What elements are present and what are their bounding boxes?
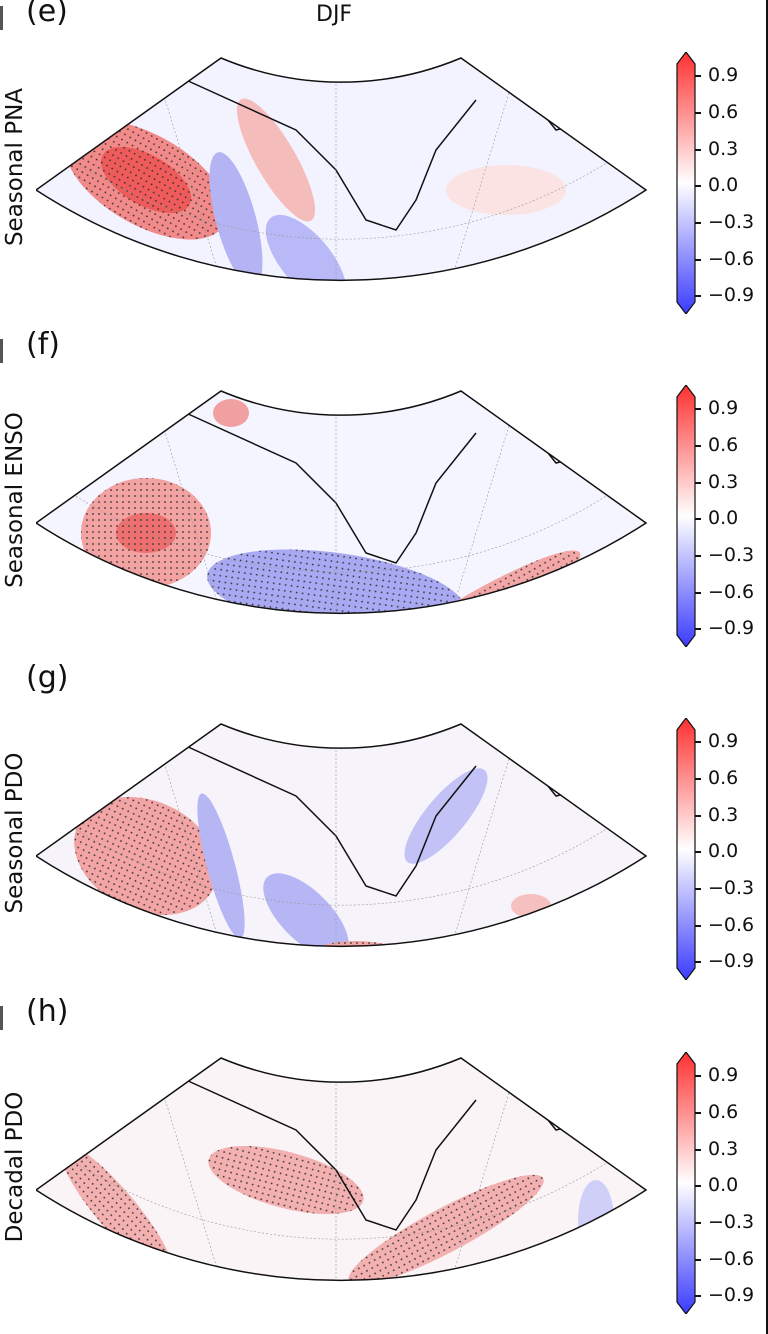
panel-f: (f) Seasonal ENSO 0.9 0.6 0.3 0.0 <box>0 327 768 666</box>
panel-e: (e) DJF Seasonal PNA <box>0 0 768 333</box>
colorbar-tick-label: 0.6 <box>708 767 739 789</box>
panel-ylabel: Seasonal ENSO <box>2 411 28 588</box>
panel-marker <box>0 6 3 30</box>
panel-h: (h) Decadal PDO 0.9 0.6 <box>0 994 768 1333</box>
colorbar-tick-label: 0.0 <box>708 174 739 196</box>
panel-ylabel: Seasonal PNA <box>2 87 28 246</box>
panel-ylabel: Seasonal PDO <box>2 752 28 913</box>
colorbar: 0.9 0.6 0.3 0.0 −0.3 −0.6 −0.9 <box>676 718 768 980</box>
colorbar-tick-label: 0.3 <box>708 804 739 826</box>
colorbar-tick-label: 0.9 <box>708 730 739 752</box>
panel-ylabel: Decadal PDO <box>2 1091 28 1242</box>
colorbar-tick-label: 0.9 <box>708 64 739 86</box>
colorbar-tick-label: −0.3 <box>708 877 755 899</box>
colorbar-gradient <box>676 385 696 647</box>
panel-label: (e) <box>26 0 68 29</box>
colorbar-tick-label: −0.9 <box>708 617 755 639</box>
correlation-map <box>36 723 648 948</box>
colorbar-gradient <box>676 1052 696 1314</box>
figure-right-border <box>766 0 768 1334</box>
colorbar: 0.9 0.6 0.3 0.0 −0.3 −0.6 −0.9 <box>676 52 768 314</box>
colorbar-tick-label: −0.9 <box>708 950 755 972</box>
colorbar-tick-label: 0.6 <box>708 434 739 456</box>
colorbar-tick-label: −0.3 <box>708 1211 755 1233</box>
panel-label: (f) <box>26 327 60 362</box>
colorbar-gradient <box>676 718 696 980</box>
colorbar-tick-label: −0.3 <box>708 211 755 233</box>
panel-marker <box>0 1006 3 1030</box>
colorbar-tick-label: 0.6 <box>708 1101 739 1123</box>
season-title: DJF <box>316 2 353 27</box>
panel-label: (h) <box>26 994 69 1029</box>
colorbar-tick-label: −0.6 <box>708 1248 755 1270</box>
panel-marker <box>0 339 3 363</box>
colorbar-tick-label: −0.6 <box>708 914 755 936</box>
colorbar-tick-label: 0.6 <box>708 101 739 123</box>
colorbar-gradient <box>676 52 696 314</box>
colorbar: 0.9 0.6 0.3 0.0 −0.3 −0.6 −0.9 <box>676 1052 768 1314</box>
colorbar-tick-label: 0.0 <box>708 1174 739 1196</box>
colorbar-tick-label: 0.0 <box>708 507 739 529</box>
correlation-map <box>36 1057 648 1282</box>
colorbar-tick-label: 0.9 <box>708 397 739 419</box>
colorbar-tick-label: 0.3 <box>708 471 739 493</box>
colorbar-tick-label: −0.9 <box>708 284 755 306</box>
correlation-map <box>36 57 648 282</box>
panel-label: (g) <box>26 660 69 695</box>
colorbar-tick-label: −0.6 <box>708 581 755 603</box>
colorbar-tick-label: 0.9 <box>708 1064 739 1086</box>
colorbar-tick-label: 0.3 <box>708 138 739 160</box>
colorbar: 0.9 0.6 0.3 0.0 −0.3 −0.6 −0.9 <box>676 385 768 647</box>
correlation-map <box>36 390 648 615</box>
colorbar-tick-label: 0.0 <box>708 840 739 862</box>
colorbar-tick-label: −0.9 <box>708 1284 755 1306</box>
colorbar-tick-label: 0.3 <box>708 1138 739 1160</box>
colorbar-tick-label: −0.3 <box>708 544 755 566</box>
colorbar-tick-label: −0.6 <box>708 248 755 270</box>
panel-g: (g) Seasonal PDO 0.9 0.6 0.3 0.0 <box>0 660 768 999</box>
